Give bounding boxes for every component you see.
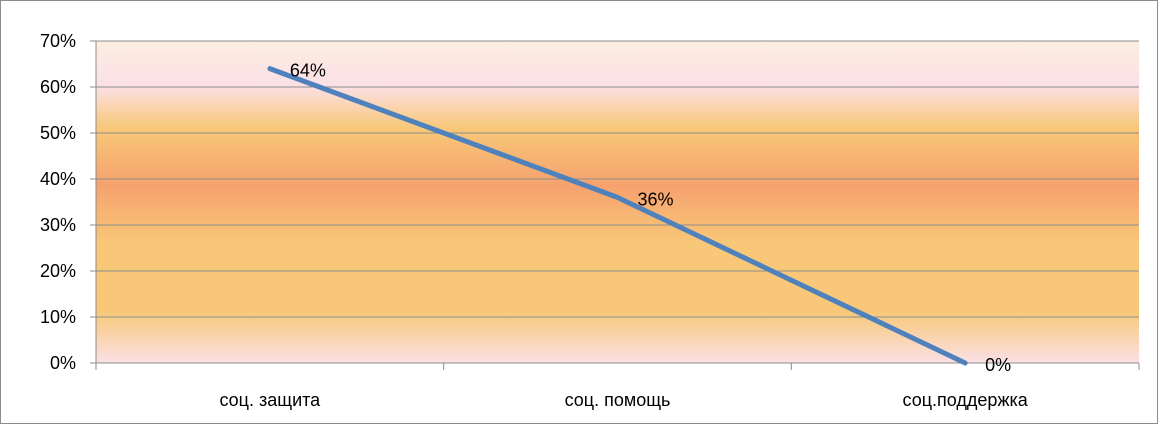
data-label: 36% <box>638 189 674 209</box>
data-labels: 64% 36% 0% <box>290 61 1011 375</box>
y-tick-label: 70% <box>40 31 76 51</box>
y-tick-label: 20% <box>40 261 76 281</box>
x-category-label: соц. помощь <box>565 390 671 410</box>
data-label: 0% <box>985 355 1011 375</box>
plot-area <box>96 41 1139 363</box>
y-tick-label: 50% <box>40 123 76 143</box>
y-axis-ticks: 0% 10% 20% 30% 40% 50% 60% 70% <box>40 31 96 373</box>
y-tick-label: 40% <box>40 169 76 189</box>
y-tick-label: 30% <box>40 215 76 235</box>
data-label: 64% <box>290 61 326 81</box>
series <box>267 66 968 366</box>
y-tick-label: 0% <box>50 353 76 373</box>
x-axis-categories: соц. защита соц. помощь соц.поддержка <box>95 363 1140 410</box>
x-category-label: соц. защита <box>219 390 321 410</box>
y-tick-label: 60% <box>40 77 76 97</box>
x-category-label: соц.поддержка <box>903 390 1029 410</box>
y-tick-label: 10% <box>40 307 76 327</box>
